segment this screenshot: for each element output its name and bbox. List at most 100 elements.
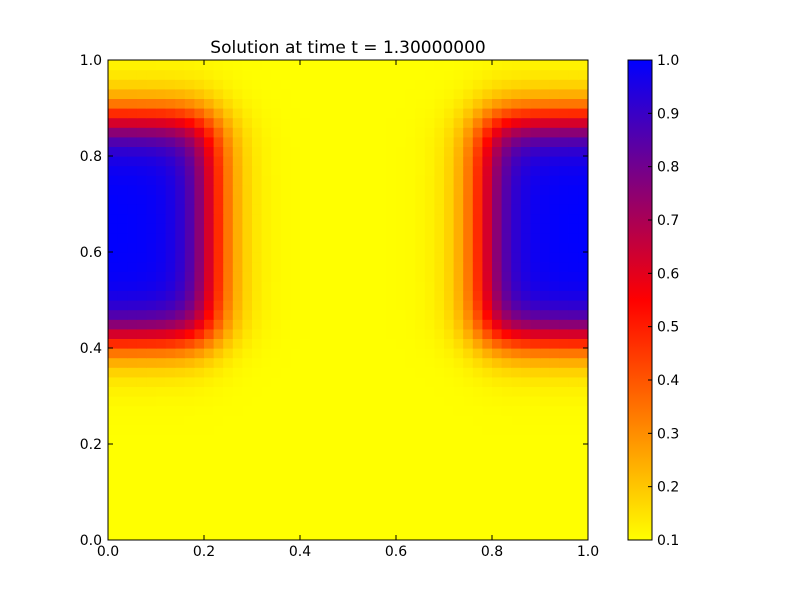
heatmap-cell (280, 367, 291, 378)
heatmap-cell (434, 424, 445, 435)
heatmap-cell (204, 511, 215, 522)
heatmap-cell (175, 300, 186, 311)
heatmap-cell (319, 482, 330, 493)
heatmap-cell (463, 290, 474, 301)
heatmap-cell (405, 415, 416, 426)
heatmap-cell (578, 367, 588, 378)
heatmap-cell (280, 127, 291, 138)
heatmap-cell (578, 60, 588, 71)
heatmap-cell (424, 280, 435, 291)
heatmap-cell (386, 319, 397, 330)
heatmap-cell (434, 156, 445, 167)
heatmap-cell (271, 492, 282, 503)
heatmap-cell (146, 242, 157, 253)
heatmap-cell (357, 252, 368, 263)
heatmap-cell (540, 415, 551, 426)
heatmap-cell (280, 213, 291, 224)
heatmap-cell (396, 396, 407, 407)
heatmap-cell (232, 136, 243, 147)
heatmap-cell (252, 309, 263, 320)
heatmap-cell (568, 482, 579, 493)
heatmap-cell (261, 319, 272, 330)
heatmap-cell (424, 338, 435, 349)
heatmap-cell (175, 472, 186, 483)
heatmap-cell (232, 213, 243, 224)
heatmap-cell (309, 367, 320, 378)
heatmap-cell (540, 348, 551, 359)
heatmap-cell (501, 501, 512, 512)
heatmap-cell (501, 271, 512, 282)
heatmap-cell (444, 424, 455, 435)
heatmap-cell (434, 309, 445, 320)
heatmap-cell (146, 213, 157, 224)
heatmap-cell (117, 319, 128, 330)
heatmap-cell (578, 88, 588, 99)
heatmap-cell (549, 338, 560, 349)
heatmap-cell (136, 98, 147, 109)
heatmap-cell (453, 88, 464, 99)
heatmap-cell (396, 357, 407, 368)
heatmap-cell (492, 511, 503, 522)
heatmap-cell (194, 328, 205, 339)
heatmap-cell (415, 252, 426, 263)
heatmap-cell (444, 463, 455, 474)
heatmap-cell (338, 482, 349, 493)
heatmap-cell (175, 213, 186, 224)
heatmap-cell (578, 319, 588, 330)
heatmap-cell (184, 213, 195, 224)
heatmap-cell (261, 530, 272, 540)
heatmap-cell (136, 69, 147, 80)
heatmap-cell (280, 60, 291, 71)
heatmap-cell (376, 156, 387, 167)
heatmap-cell (367, 88, 378, 99)
heatmap-cell (117, 117, 128, 128)
heatmap-cell (156, 453, 167, 464)
heatmap-cell (184, 252, 195, 263)
heatmap-cell (463, 204, 474, 215)
heatmap-cell (261, 213, 272, 224)
heatmap-cell (204, 117, 215, 128)
heatmap-cell (424, 357, 435, 368)
heatmap-cell (386, 127, 397, 138)
heatmap-cell (530, 223, 541, 234)
heatmap-cell (232, 300, 243, 311)
heatmap-cell (127, 261, 138, 272)
heatmap-cell (242, 453, 253, 464)
heatmap-cell (376, 472, 387, 483)
heatmap-cell (165, 328, 176, 339)
heatmap-cell (175, 79, 186, 90)
heatmap-cell (108, 453, 119, 464)
heatmap-cell (501, 88, 512, 99)
heatmap-cell (559, 520, 570, 531)
heatmap-cell (271, 376, 282, 387)
heatmap-cell (540, 127, 551, 138)
heatmap-cell (175, 146, 186, 157)
heatmap-cell (348, 204, 359, 215)
heatmap-cell (309, 511, 320, 522)
heatmap-cell (376, 280, 387, 291)
heatmap-cell (108, 511, 119, 522)
heatmap-cell (194, 396, 205, 407)
heatmap-cell (453, 79, 464, 90)
heatmap-cell (194, 444, 205, 455)
heatmap-cell (108, 328, 119, 339)
heatmap-cell (357, 300, 368, 311)
heatmap-cell (328, 290, 339, 301)
heatmap-cell (223, 376, 234, 387)
heatmap-cell (444, 280, 455, 291)
heatmap-cell (348, 300, 359, 311)
heatmap-cell (405, 396, 416, 407)
heatmap-cell (232, 271, 243, 282)
heatmap-cell (568, 290, 579, 301)
heatmap-cell (338, 252, 349, 263)
heatmap-cell (559, 511, 570, 522)
heatmap-cell (290, 348, 301, 359)
heatmap-cell (194, 300, 205, 311)
heatmap-cell (194, 376, 205, 387)
heatmap-cell (184, 367, 195, 378)
heatmap-cell (319, 492, 330, 503)
heatmap-cell (405, 175, 416, 186)
heatmap-cell (127, 328, 138, 339)
heatmap-cell (415, 242, 426, 253)
heatmap-cell (348, 136, 359, 147)
